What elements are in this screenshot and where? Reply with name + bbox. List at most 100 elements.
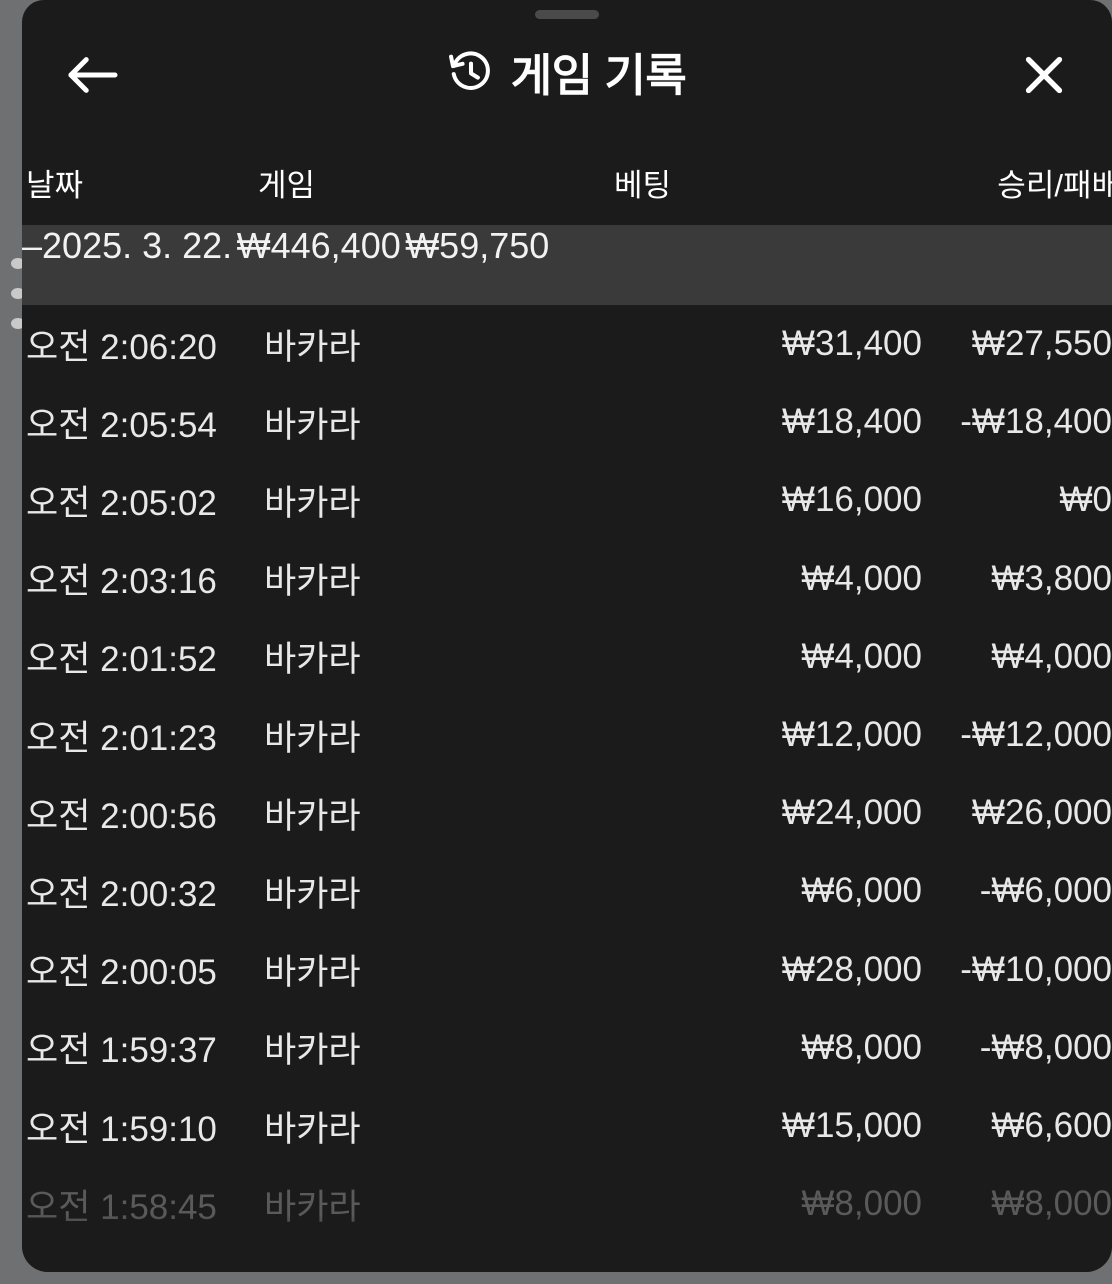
history-list[interactable]: –2025. 3. 22. ₩446,400 ₩59,750 오전 2:06:2…	[22, 225, 1112, 1272]
row-result: -₩10,000	[928, 931, 1112, 1009]
table-row[interactable]: 오전 2:00:05 바카라 ₩28,000 -₩10,000	[22, 931, 1112, 1009]
row-time-text: 오전 2:01:52	[26, 640, 217, 680]
back-button[interactable]	[44, 26, 140, 124]
row-game-text: 바카라	[264, 1031, 361, 1071]
row-time-text: 오전 1:58:45	[26, 1187, 217, 1227]
column-header-game: 게임	[258, 168, 316, 203]
sheet-grabber-area[interactable]	[22, 0, 1112, 30]
row-time-text: 오전 2:06:20	[26, 327, 217, 367]
row-time: 오전 2:01:52	[26, 618, 256, 696]
row-result-text: -₩8,000	[979, 1027, 1112, 1067]
drag-dot-icon	[11, 288, 25, 299]
row-time: 오전 2:01:23	[26, 696, 256, 774]
column-header-row: 날짜 게임 베팅 승리/패배	[22, 146, 1112, 224]
drag-dot-icon	[11, 258, 25, 269]
title-bar: 게임 기록	[22, 26, 1112, 124]
row-bet: ₩6,000	[452, 852, 922, 930]
row-result-text: -₩18,400	[960, 402, 1112, 442]
table-row[interactable]: 오전 1:58:45 바카라 ₩8,000 ₩8,000	[22, 1165, 1112, 1243]
row-game-text: 바카라	[264, 718, 361, 758]
row-game: 바카라	[264, 852, 444, 930]
table-row[interactable]: 오전 1:59:10 바카라 ₩15,000 ₩6,600	[22, 1087, 1112, 1165]
drag-dots-handle[interactable]	[11, 258, 25, 329]
row-result: ₩8,000	[928, 1165, 1112, 1243]
row-game-text: 바카라	[264, 874, 361, 914]
row-time: 오전 1:59:37	[26, 1009, 256, 1087]
table-row[interactable]: 오전 2:00:56 바카라 ₩24,000 ₩26,000	[22, 774, 1112, 852]
row-game: 바카라	[264, 696, 444, 774]
row-bet-text: ₩6,000	[801, 871, 922, 911]
table-row[interactable]: 오전 2:01:23 바카라 ₩12,000 -₩12,000	[22, 696, 1112, 774]
row-bet: ₩4,000	[452, 540, 922, 618]
row-game-text: 바카라	[264, 953, 361, 993]
row-bet-text: ₩4,000	[801, 636, 922, 676]
date-group-summary-row[interactable]: –2025. 3. 22. ₩446,400 ₩59,750	[22, 225, 1112, 305]
column-header-bet: 베팅	[614, 168, 672, 203]
row-bet-text: ₩8,000	[801, 1184, 922, 1224]
row-game-text: 바카라	[264, 405, 361, 445]
table-row[interactable]: 오전 2:06:20 바카라 ₩31,400 ₩27,550	[22, 305, 1112, 383]
row-result: ₩27,550	[928, 305, 1112, 383]
row-result-text: -₩6,000	[979, 871, 1112, 911]
row-result: ₩4,000	[928, 618, 1112, 696]
table-row[interactable]: 오전 1:59:37 바카라 ₩8,000 -₩8,000	[22, 1009, 1112, 1087]
row-result: ₩0	[928, 461, 1112, 539]
row-result-text: ₩4,000	[991, 636, 1112, 676]
row-time: 오전 1:58:45	[26, 1165, 256, 1243]
table-row[interactable]: 오전 2:05:54 바카라 ₩18,400 -₩18,400	[22, 383, 1112, 461]
row-game: 바카라	[264, 1165, 444, 1243]
row-time: 오전 2:03:16	[26, 540, 256, 618]
row-time-text: 오전 2:01:23	[26, 718, 217, 758]
drag-dot-icon	[11, 318, 25, 329]
table-row[interactable]: 오전 2:05:02 바카라 ₩16,000 ₩0	[22, 461, 1112, 539]
row-time: 오전 2:06:20	[26, 305, 256, 383]
row-result-text: ₩6,600	[991, 1106, 1112, 1145]
row-time-text: 오전 2:00:05	[26, 953, 217, 993]
row-bet-text: ₩4,000	[801, 558, 922, 598]
row-time: 오전 1:59:10	[26, 1087, 256, 1165]
row-bet-text: ₩8,000	[801, 1027, 922, 1067]
row-result-text: ₩3,800	[991, 558, 1112, 598]
row-bet-text: ₩31,400	[781, 324, 922, 363]
table-row[interactable]: 오전 2:00:32 바카라 ₩6,000 -₩6,000	[22, 852, 1112, 930]
game-history-sheet: 게임 기록 날짜 게임 베팅 승리/패배	[22, 0, 1112, 1272]
row-bet-text: ₩18,400	[781, 402, 922, 442]
row-result-text: ₩26,000	[971, 793, 1112, 833]
row-time: 오전 2:05:54	[26, 383, 256, 461]
row-result: ₩26,000	[928, 774, 1112, 852]
row-time: 오전 2:05:02	[26, 461, 256, 539]
row-game: 바카라	[264, 1009, 444, 1087]
row-result: ₩3,800	[928, 540, 1112, 618]
row-time-text: 오전 2:05:02	[26, 483, 217, 523]
row-game: 바카라	[264, 540, 444, 618]
row-bet-text: ₩12,000	[781, 715, 922, 754]
table-row[interactable]: 오전 2:01:52 바카라 ₩4,000 ₩4,000	[22, 618, 1112, 696]
row-result: -₩6,000	[928, 852, 1112, 930]
row-bet: ₩12,000	[452, 696, 922, 774]
row-game-text: 바카라	[264, 796, 361, 836]
row-bet: ₩24,000	[452, 774, 922, 852]
row-game: 바카라	[264, 774, 444, 852]
close-button[interactable]	[996, 26, 1092, 124]
table-row[interactable]: 오전 2:03:16 바카라 ₩4,000 ₩3,800	[22, 540, 1112, 618]
row-result: -₩18,400	[928, 383, 1112, 461]
sheet-grabber-handle[interactable]	[535, 10, 599, 19]
row-result-text: ₩27,550	[971, 324, 1112, 363]
row-game: 바카라	[264, 931, 444, 1009]
arrow-left-icon	[63, 52, 121, 98]
row-game: 바카라	[264, 383, 444, 461]
row-result: -₩8,000	[928, 1009, 1112, 1087]
row-result: -₩12,000	[928, 696, 1112, 774]
row-bet: ₩16,000	[452, 461, 922, 539]
row-game-text: 바카라	[264, 1187, 361, 1227]
row-time-text: 오전 1:59:10	[26, 1109, 217, 1149]
row-bet-text: ₩15,000	[781, 1106, 922, 1145]
row-result-text: ₩0	[1059, 480, 1112, 520]
title-block: 게임 기록	[22, 26, 1112, 124]
row-time-text: 오전 2:03:16	[26, 562, 217, 602]
row-time: 오전 2:00:05	[26, 931, 256, 1009]
row-game: 바카라	[264, 305, 444, 383]
row-bet: ₩8,000	[452, 1165, 922, 1243]
row-result: ₩6,600	[928, 1087, 1112, 1165]
row-bet: ₩8,000	[452, 1009, 922, 1087]
